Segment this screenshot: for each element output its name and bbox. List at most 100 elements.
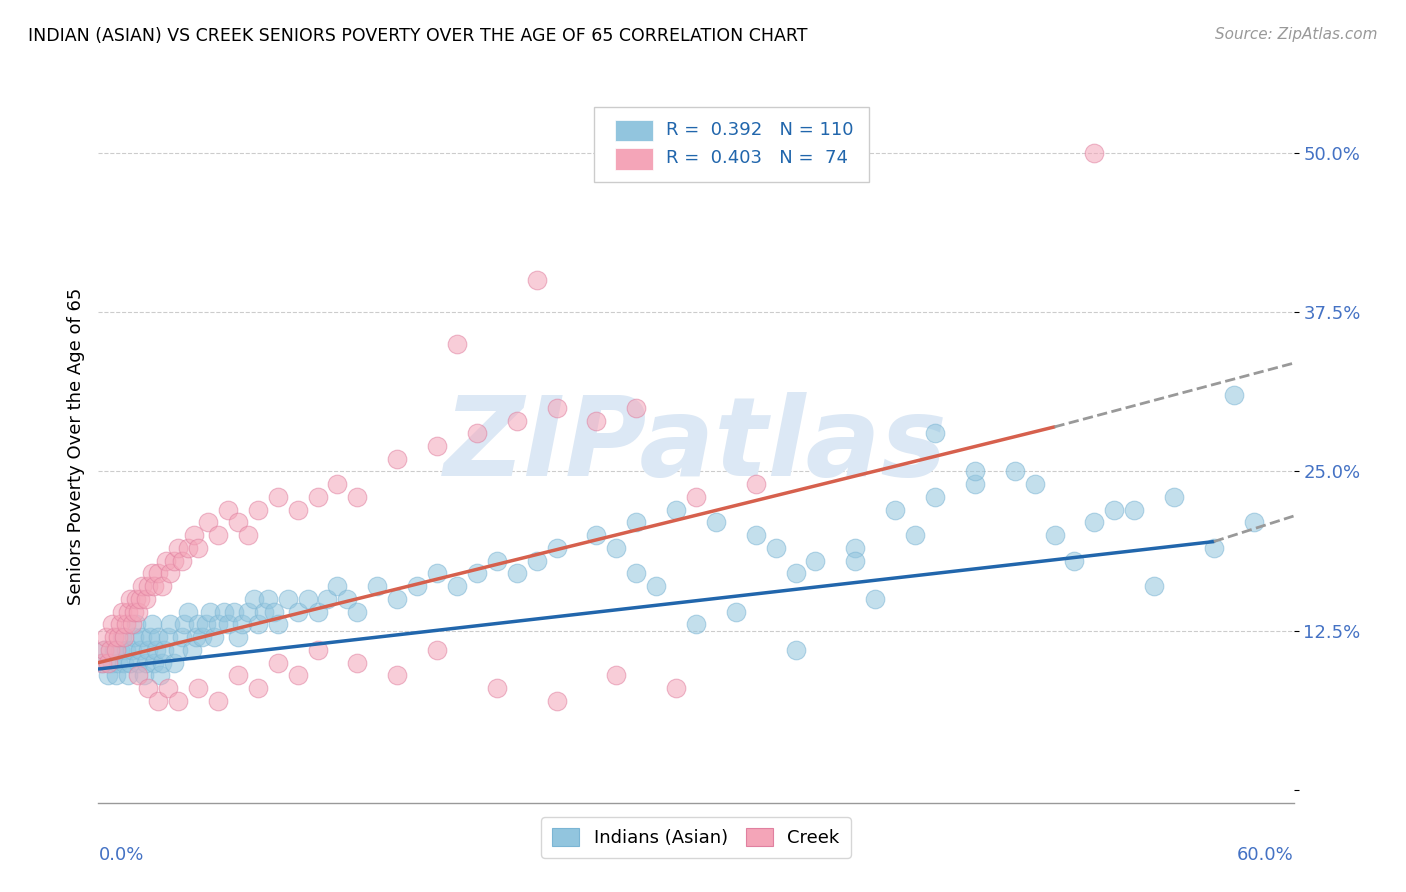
Point bbox=[159, 617, 181, 632]
Text: INDIAN (ASIAN) VS CREEK SENIORS POVERTY OVER THE AGE OF 65 CORRELATION CHART: INDIAN (ASIAN) VS CREEK SENIORS POVERTY … bbox=[28, 27, 807, 45]
Text: 0.0%: 0.0% bbox=[98, 846, 143, 863]
Point bbox=[246, 681, 269, 695]
Point bbox=[485, 681, 508, 695]
Point bbox=[163, 656, 186, 670]
Point bbox=[115, 617, 138, 632]
Point bbox=[167, 541, 190, 555]
Point bbox=[187, 541, 209, 555]
Point bbox=[366, 579, 388, 593]
Point bbox=[207, 694, 229, 708]
Point bbox=[163, 554, 186, 568]
Point bbox=[150, 579, 173, 593]
Point bbox=[124, 605, 146, 619]
Point bbox=[765, 541, 787, 555]
Point bbox=[167, 694, 190, 708]
Point bbox=[963, 477, 986, 491]
Point bbox=[93, 643, 115, 657]
Point bbox=[1083, 516, 1105, 530]
Point bbox=[107, 656, 129, 670]
Point bbox=[153, 643, 176, 657]
Text: 60.0%: 60.0% bbox=[1237, 846, 1294, 863]
Point bbox=[865, 591, 887, 606]
Point bbox=[111, 605, 134, 619]
Point bbox=[1243, 516, 1265, 530]
Point bbox=[226, 668, 249, 682]
Point bbox=[115, 643, 138, 657]
Point bbox=[406, 579, 429, 593]
Point bbox=[149, 668, 172, 682]
Point bbox=[1163, 490, 1185, 504]
Point bbox=[226, 630, 249, 644]
Point bbox=[546, 541, 568, 555]
Point bbox=[605, 668, 627, 682]
Point bbox=[745, 477, 768, 491]
Point bbox=[217, 502, 239, 516]
Point bbox=[129, 591, 152, 606]
Point bbox=[148, 566, 170, 581]
Point bbox=[465, 566, 488, 581]
Point bbox=[143, 579, 166, 593]
Point bbox=[103, 630, 125, 644]
Point bbox=[685, 490, 707, 504]
FancyBboxPatch shape bbox=[614, 120, 652, 141]
Point bbox=[145, 643, 167, 657]
Point bbox=[207, 528, 229, 542]
Point bbox=[105, 668, 128, 682]
Point bbox=[844, 554, 866, 568]
Point bbox=[1202, 541, 1225, 555]
Point bbox=[243, 591, 266, 606]
Point bbox=[93, 643, 115, 657]
Point bbox=[277, 591, 299, 606]
Point bbox=[665, 502, 688, 516]
Point bbox=[1004, 465, 1026, 479]
Point bbox=[326, 579, 349, 593]
Point bbox=[141, 617, 163, 632]
Point bbox=[127, 605, 149, 619]
Point bbox=[198, 605, 221, 619]
Point bbox=[585, 413, 607, 427]
Point bbox=[139, 630, 162, 644]
Point bbox=[246, 617, 269, 632]
Point bbox=[446, 337, 468, 351]
Point bbox=[217, 617, 239, 632]
Point bbox=[904, 528, 927, 542]
Point bbox=[585, 528, 607, 542]
Point bbox=[506, 566, 529, 581]
Point bbox=[148, 630, 170, 644]
Point bbox=[506, 413, 529, 427]
Point bbox=[207, 617, 229, 632]
Point bbox=[316, 591, 339, 606]
Point bbox=[150, 656, 173, 670]
Point bbox=[172, 554, 194, 568]
Point bbox=[177, 541, 200, 555]
Point bbox=[236, 528, 259, 542]
Point bbox=[963, 465, 986, 479]
Point bbox=[231, 617, 253, 632]
Point bbox=[307, 643, 329, 657]
Point bbox=[120, 591, 142, 606]
Text: R =  0.392   N = 110: R = 0.392 N = 110 bbox=[666, 121, 853, 139]
Point bbox=[91, 656, 114, 670]
Point bbox=[136, 681, 159, 695]
Point bbox=[626, 516, 648, 530]
Point bbox=[195, 617, 218, 632]
Point bbox=[465, 426, 488, 441]
Point bbox=[212, 605, 235, 619]
Point bbox=[98, 643, 122, 657]
Point bbox=[125, 617, 148, 632]
Point bbox=[884, 502, 907, 516]
Point bbox=[267, 656, 290, 670]
Point bbox=[181, 643, 204, 657]
FancyBboxPatch shape bbox=[595, 107, 869, 182]
Point bbox=[187, 617, 209, 632]
Text: R =  0.403   N =  74: R = 0.403 N = 74 bbox=[666, 150, 848, 168]
Point bbox=[117, 668, 139, 682]
Point bbox=[1083, 145, 1105, 160]
Point bbox=[159, 566, 181, 581]
Point bbox=[626, 401, 648, 415]
Point bbox=[626, 566, 648, 581]
Point bbox=[246, 502, 269, 516]
Point bbox=[112, 656, 135, 670]
Point bbox=[97, 656, 120, 670]
Point bbox=[125, 591, 148, 606]
